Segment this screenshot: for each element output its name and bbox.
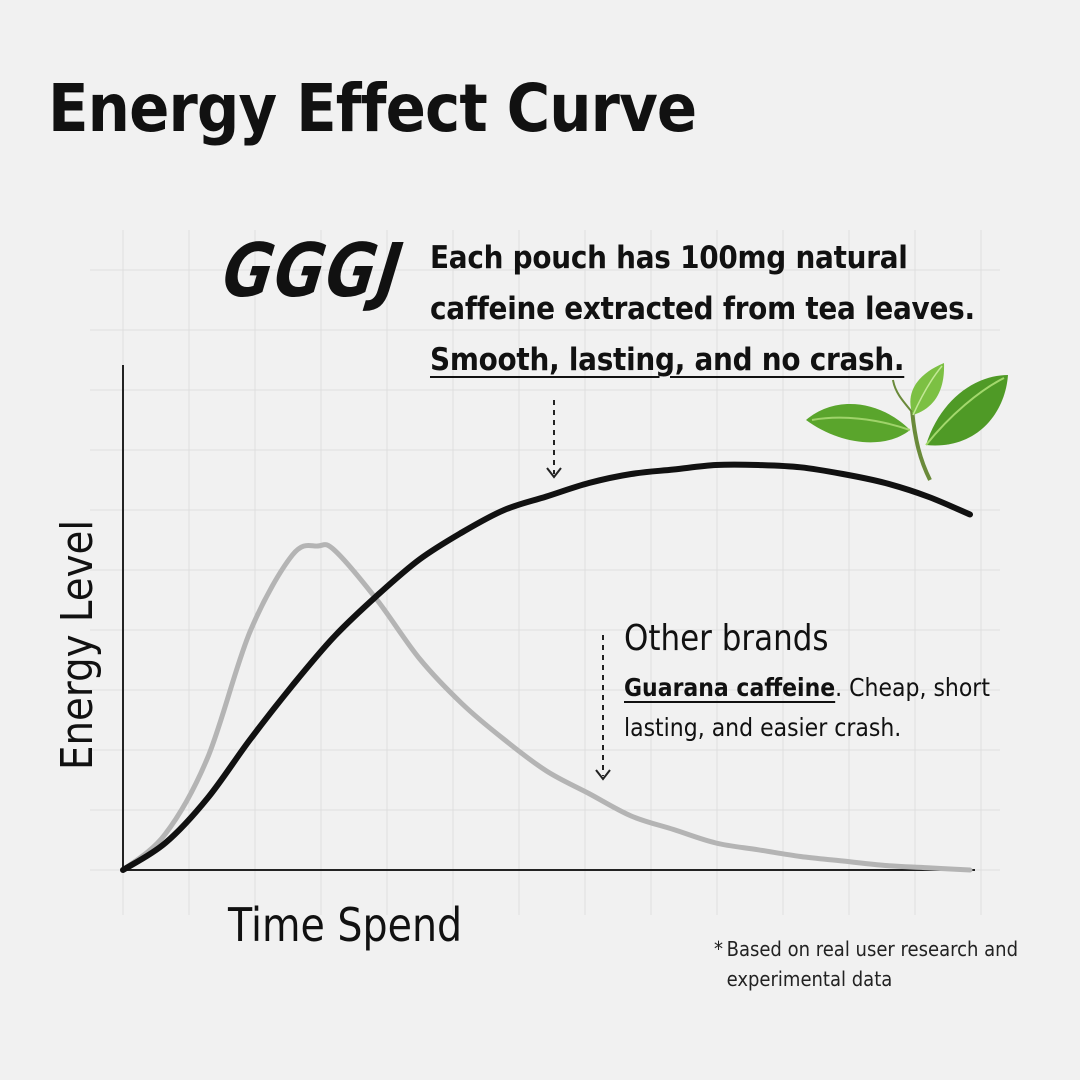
page-title: Energy Effect Curve: [48, 70, 697, 147]
y-axis-label: Energy Level: [52, 519, 103, 770]
gggj-pointer-arrow: [546, 400, 562, 479]
tea-leaves-icon: [806, 363, 1008, 481]
footnote-line2: experimental data: [726, 967, 893, 991]
other-desc-line2: lasting, and easier crash.: [624, 713, 902, 742]
footnote: * Based on real user research and experim…: [714, 934, 1018, 994]
gggj-callout-line2: caffeine extracted from tea leaves.: [430, 291, 975, 327]
gggj-callout-line1: Each pouch has 100mg natural: [430, 240, 908, 276]
other-brands-curve: [120, 542, 973, 873]
other-desc-rest: . Cheap, short: [835, 673, 990, 702]
x-axis-label: Time Spend: [228, 898, 463, 952]
other-brands-description: Guarana caffeine. Cheap, short lasting, …: [624, 668, 1011, 748]
other-pointer-arrow: [595, 635, 611, 781]
other-brands-callout: Other brands Guarana caffeine. Cheap, sh…: [624, 616, 1064, 748]
guarana-highlight: Guarana caffeine: [624, 673, 836, 702]
gggj-callout: Each pouch has 100mg natural caffeine ex…: [430, 233, 975, 386]
gggj-callout-line3: Smooth, lasting, and no crash.: [430, 342, 905, 378]
gggj-curve: [120, 461, 973, 873]
footnote-line1: Based on real user research and: [726, 937, 1019, 961]
footnote-asterisk: *: [714, 937, 723, 961]
brand-logo: GGGJ: [217, 228, 409, 314]
other-brands-title: Other brands: [624, 618, 829, 659]
